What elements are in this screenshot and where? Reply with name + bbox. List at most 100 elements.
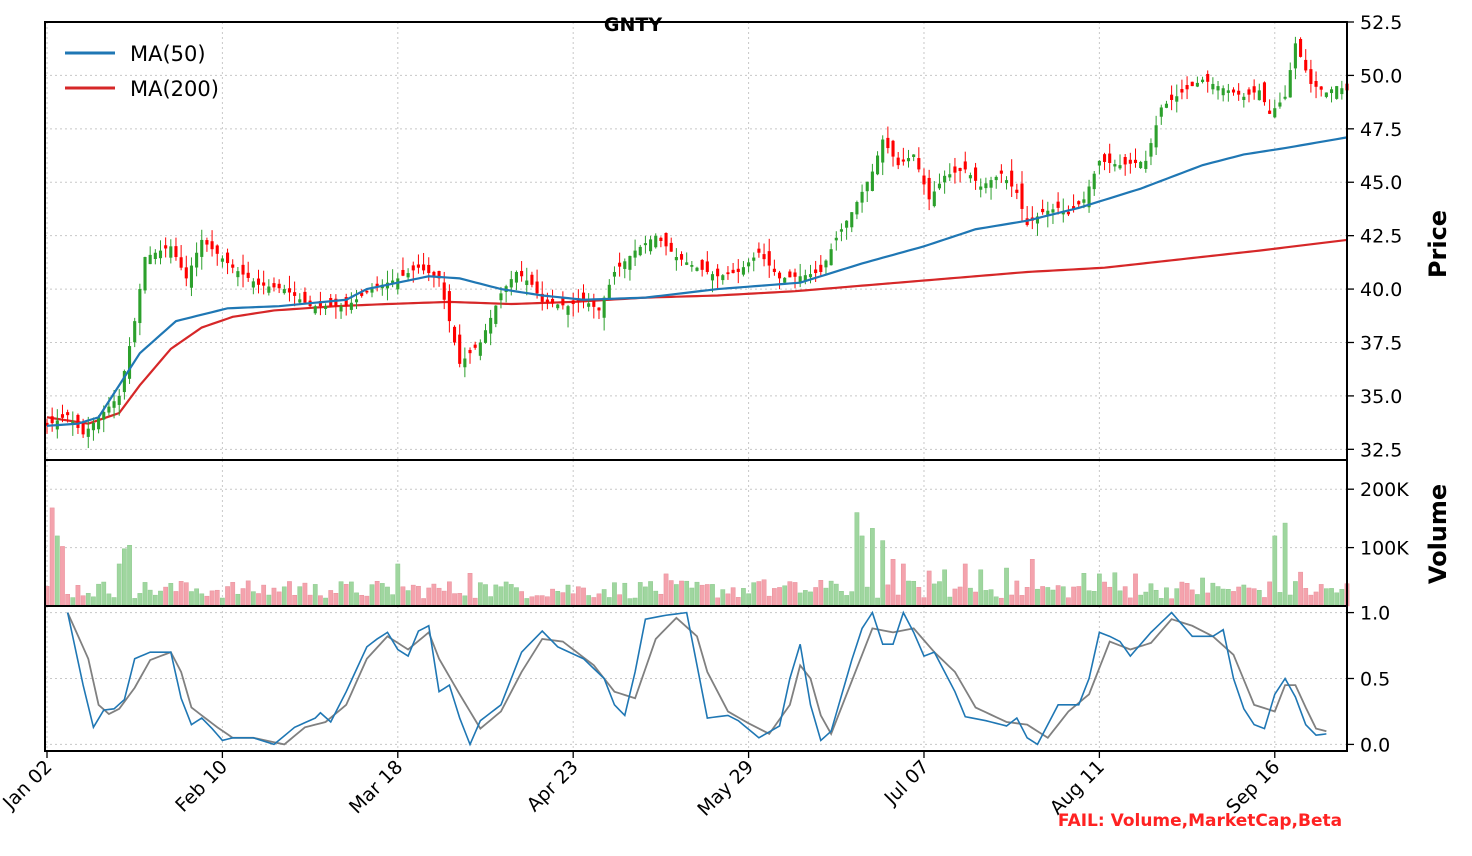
candle [1144, 150, 1148, 173]
candle-body [200, 239, 204, 257]
volume-bar [983, 590, 989, 607]
candle-body [324, 306, 328, 309]
candle-body [303, 291, 307, 303]
candle-body [561, 297, 565, 306]
volume-bar [1024, 587, 1030, 607]
candle-body [1247, 89, 1251, 95]
candle [308, 295, 312, 308]
candle-body [81, 423, 85, 435]
volume-bar [462, 595, 468, 607]
candle-body [901, 159, 905, 162]
candle-body [318, 300, 322, 307]
candle [339, 302, 343, 319]
candle [912, 154, 916, 162]
volume-bar [1122, 586, 1128, 607]
candle [205, 237, 209, 252]
volume-bar [467, 573, 473, 607]
candle [881, 135, 885, 176]
candle-body [592, 300, 596, 307]
candle-body [231, 264, 235, 268]
candle-body [669, 242, 673, 252]
volume-bar [385, 586, 390, 607]
candle-body [834, 237, 838, 241]
candle [514, 270, 518, 291]
volume-bar [875, 597, 880, 607]
candle [1231, 87, 1236, 96]
candle [927, 169, 931, 211]
candle [287, 275, 292, 302]
volume-bar [359, 594, 365, 607]
candle-body [344, 297, 348, 307]
candle [220, 255, 224, 268]
candle [581, 284, 586, 309]
candle-body [406, 273, 410, 278]
candle-body [1262, 82, 1267, 103]
volume-bar [250, 591, 256, 607]
candle-body [514, 271, 518, 283]
candle-body [1154, 125, 1158, 148]
volume-bar [1215, 586, 1221, 607]
volume-bar [828, 580, 834, 607]
volume-tick-label: 200K [1360, 479, 1409, 501]
candle-body [143, 257, 147, 291]
candle [1335, 85, 1339, 100]
candle-body [984, 183, 988, 189]
candle [277, 279, 281, 294]
candle [1252, 79, 1256, 100]
candle-body [215, 245, 219, 254]
candle-body [1288, 70, 1292, 98]
volume-bar [1267, 581, 1272, 607]
candle [117, 389, 121, 416]
candle-body [1170, 94, 1174, 100]
volume-bar [906, 580, 911, 607]
volume-bar [663, 573, 669, 607]
candle-body [1041, 208, 1045, 213]
volume-bar [472, 597, 478, 607]
volume-bar [54, 535, 60, 607]
candle [850, 212, 854, 233]
candle-body [97, 417, 101, 430]
candle-body [226, 252, 230, 264]
volume-bar [1262, 597, 1267, 607]
candle-body [932, 191, 936, 207]
candle-body [685, 262, 689, 265]
volume-bar [220, 597, 225, 607]
candle [86, 416, 90, 449]
candle-body [396, 278, 400, 290]
volume-bar [1236, 586, 1242, 607]
candle-body [937, 183, 942, 189]
volume-bar [441, 590, 447, 607]
volume-bar [158, 590, 163, 607]
candle [226, 248, 230, 275]
candle [721, 274, 725, 285]
volume-bar [957, 586, 963, 607]
volume-bar [1324, 588, 1329, 607]
ma50-line [46, 136, 1348, 427]
candle-body [788, 271, 792, 278]
candle [1004, 176, 1009, 190]
volume-bar [323, 597, 328, 607]
candle [968, 172, 972, 183]
candle-body [690, 265, 694, 267]
candle [839, 223, 843, 242]
candle-body [210, 241, 214, 250]
candle-body [1102, 154, 1107, 162]
candle-body [1092, 173, 1096, 190]
candle-body [623, 261, 627, 269]
candle [716, 264, 720, 289]
candle-body [664, 232, 668, 247]
candle-body [1335, 86, 1339, 99]
volume-bar [741, 588, 746, 607]
candle-body [256, 278, 261, 285]
candle-body [117, 395, 121, 405]
candle-body [695, 267, 699, 271]
candle [463, 347, 467, 378]
candle-body [339, 306, 343, 312]
date-tick-label: Jul 07 [880, 756, 934, 810]
candle [1025, 206, 1029, 227]
candle [91, 417, 95, 441]
volume-bar [349, 581, 354, 607]
candle-body [1237, 90, 1241, 95]
volume-bar [152, 594, 158, 607]
volume-bar [870, 528, 875, 607]
